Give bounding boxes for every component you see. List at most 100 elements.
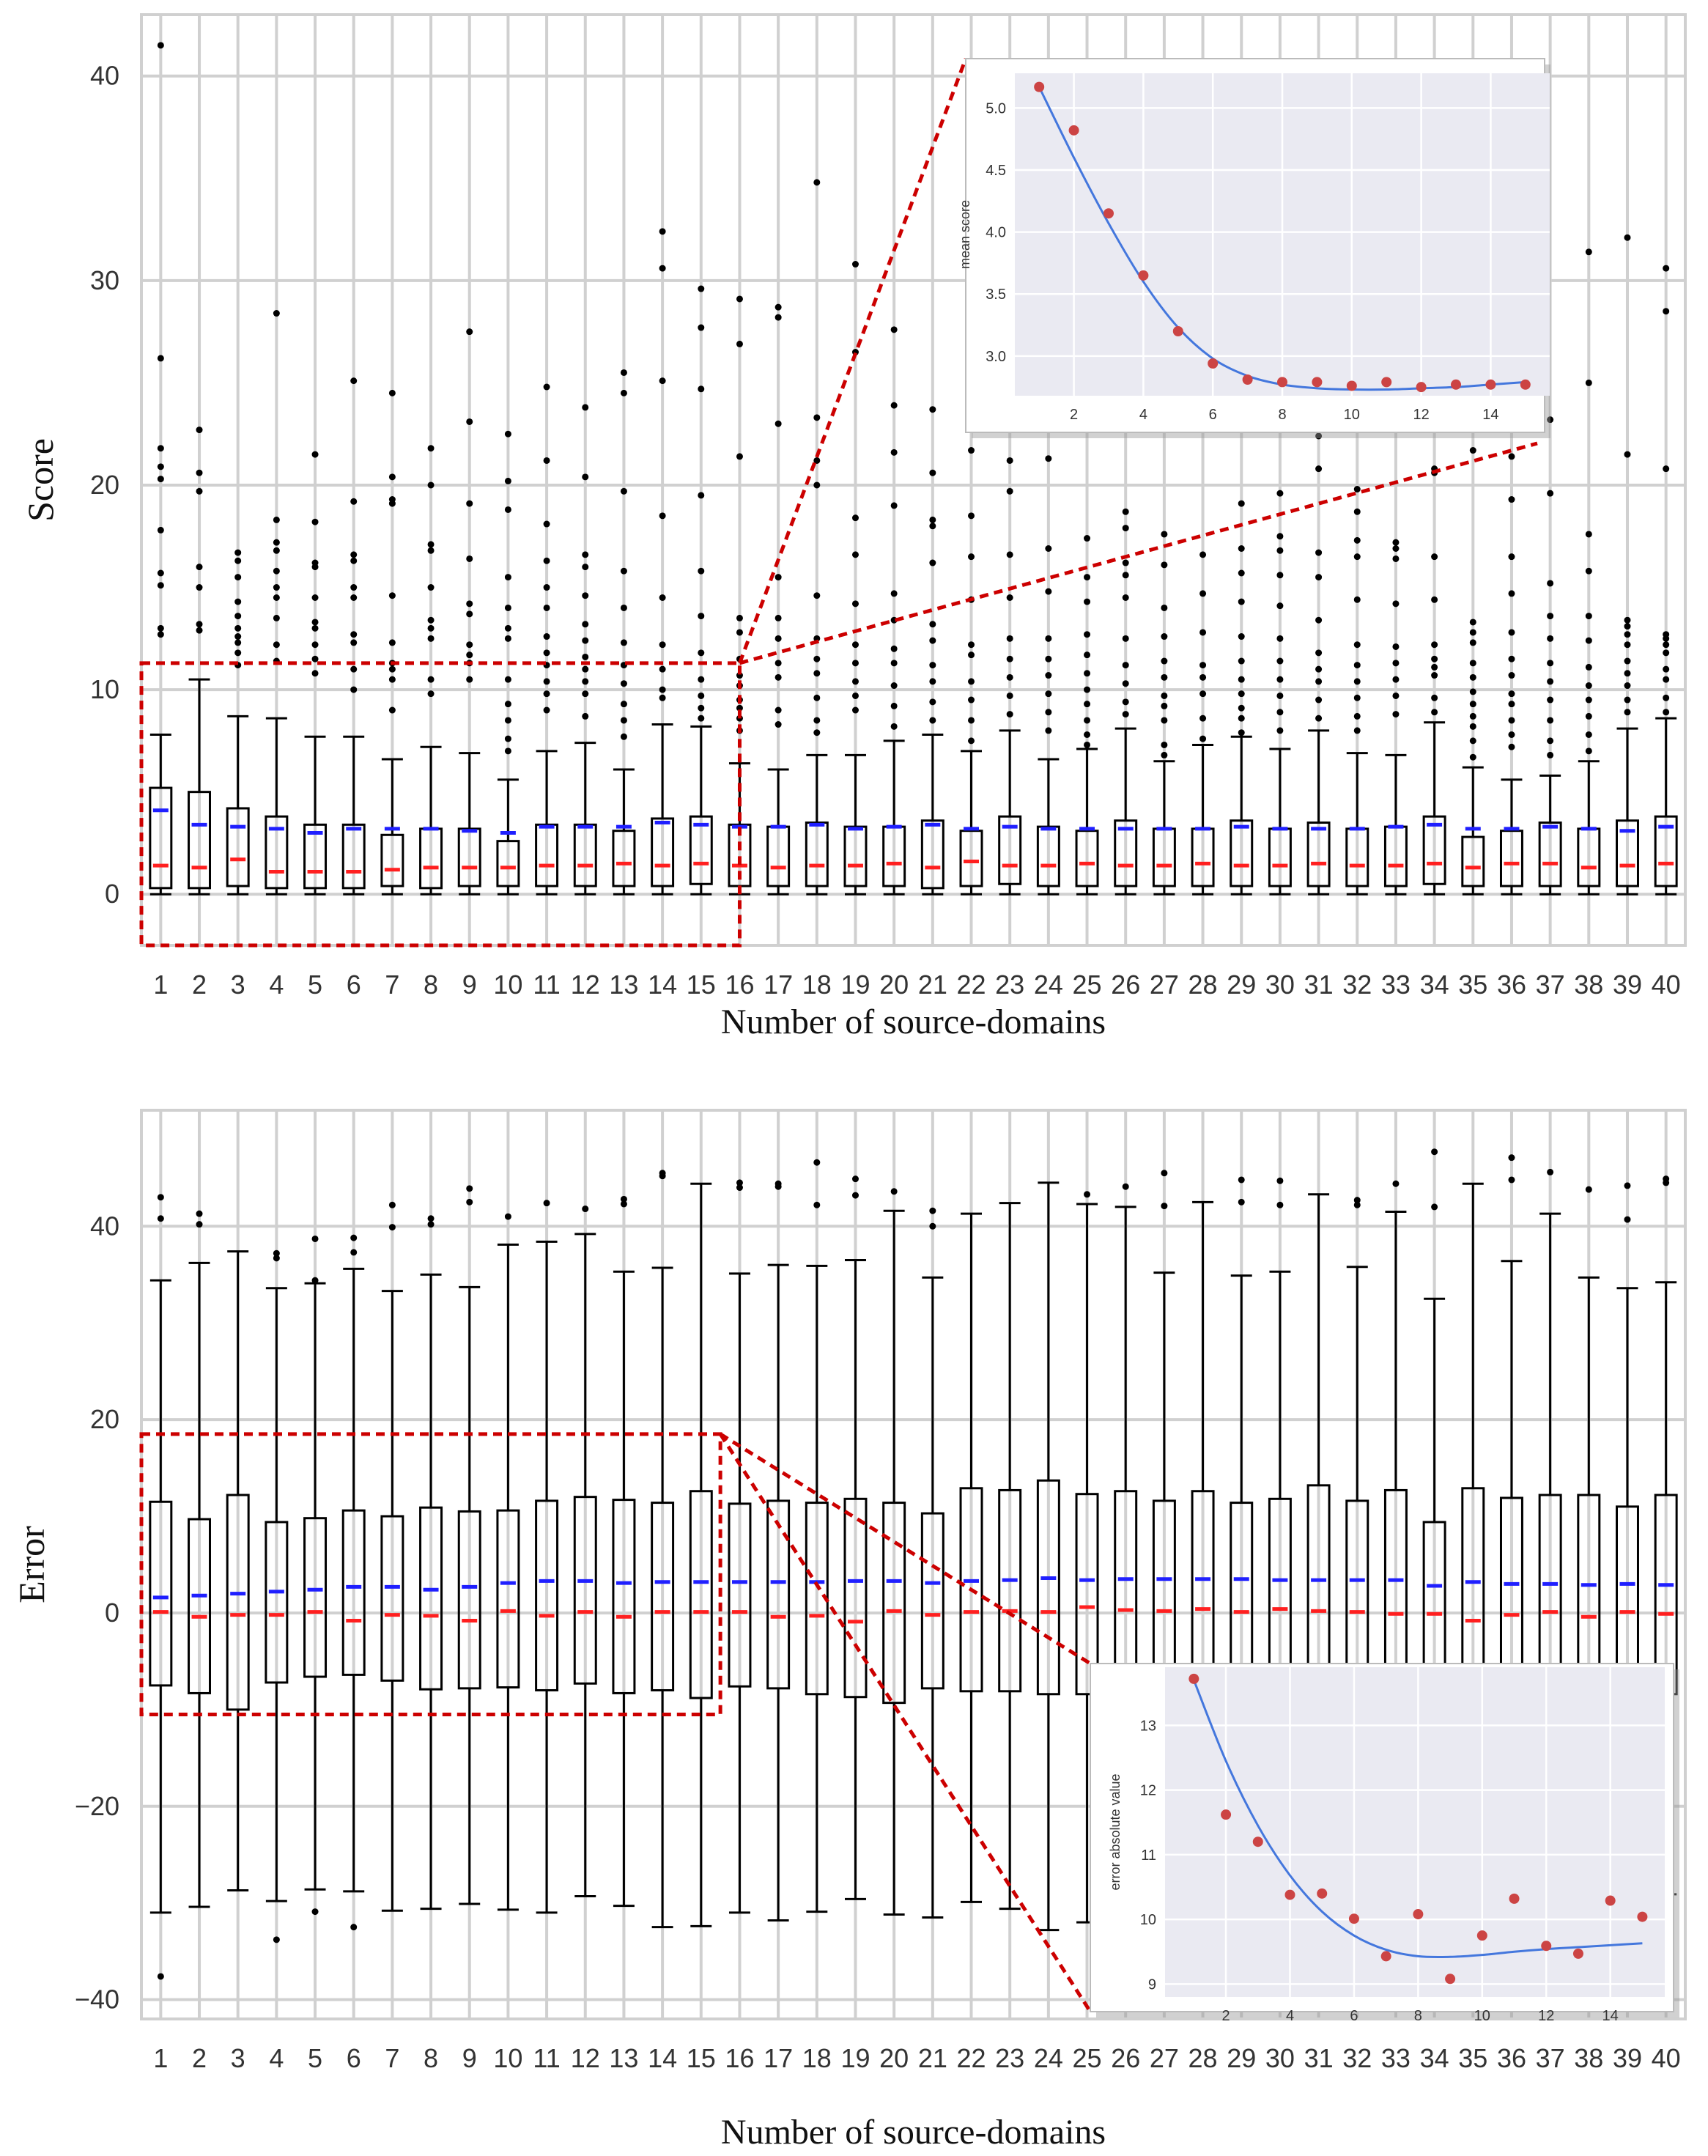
outlier-point: [157, 355, 164, 362]
outlier-point: [1353, 712, 1361, 720]
outlier-point: [929, 523, 936, 530]
box-13: [612, 369, 636, 896]
box-20: [882, 326, 906, 896]
inset-y-axis-label: error absolute value: [1108, 1773, 1123, 1890]
x-tick-label: 4: [269, 970, 284, 1000]
outlier-point: [851, 692, 859, 699]
iqr-box: [265, 815, 289, 890]
outlier-point: [698, 285, 705, 292]
x-tick-label: 14: [648, 2043, 677, 2073]
box-11: [535, 1200, 559, 1914]
outlier-point: [890, 1188, 898, 1195]
outlier-point: [1392, 660, 1400, 667]
x-tick-label: 12: [571, 970, 600, 1000]
outlier-point: [813, 414, 821, 421]
outlier-point: [388, 592, 396, 599]
outlier-point: [157, 42, 164, 49]
zoom-region-box: [139, 661, 742, 948]
x-tick-label: 22: [956, 2043, 986, 2073]
outlier-point: [1045, 588, 1052, 595]
outlier-point: [1663, 641, 1670, 649]
x-tick-label: 24: [1034, 2043, 1063, 2073]
outlier-point: [1084, 651, 1091, 659]
outlier-point: [543, 633, 550, 640]
outlier-point: [466, 610, 473, 618]
outlier-point: [350, 686, 358, 693]
outlier-point: [582, 592, 589, 599]
outlier-point: [1663, 649, 1670, 657]
box-1: [149, 42, 173, 896]
outlier-point: [1547, 660, 1554, 667]
iqr-box: [1499, 830, 1523, 887]
outlier-point: [466, 555, 473, 562]
box-37: [1538, 416, 1562, 896]
outlier-point: [929, 698, 936, 706]
outlier-point: [157, 1973, 164, 1980]
inset-data-point: [1541, 1941, 1552, 1952]
box-17: [766, 303, 791, 896]
x-tick-label: 16: [725, 2043, 754, 2073]
outlier-point: [1663, 465, 1670, 473]
outlier-point: [466, 1185, 473, 1192]
inset-fit-line: [1192, 1680, 1643, 1959]
outlier-point: [582, 1206, 589, 1213]
outlier-point: [1353, 508, 1361, 515]
outlier-point: [1006, 711, 1013, 718]
inset-data-point: [1252, 1836, 1263, 1847]
outlier-point: [1624, 709, 1631, 716]
inset-y-tick-label: 12: [1140, 1783, 1156, 1799]
outlier-point: [620, 639, 627, 646]
outlier-point: [1161, 702, 1168, 709]
outlier-point: [1045, 690, 1052, 698]
x-tick-label: 39: [1613, 2043, 1642, 2073]
outlier-point: [1585, 663, 1592, 671]
inset-x-tick-label: 14: [1482, 407, 1498, 423]
y-tick-label: 30: [90, 265, 119, 295]
outlier-point: [620, 1195, 627, 1203]
iqr-box: [1461, 835, 1485, 887]
outlier-point: [659, 665, 666, 673]
outlier-point: [1006, 655, 1013, 662]
outlier-point: [968, 651, 975, 659]
outlier-point: [234, 639, 242, 646]
outlier-point: [1508, 1154, 1515, 1162]
outlier-point: [350, 594, 358, 601]
outlier-point: [1276, 635, 1284, 642]
outlier-point: [196, 627, 203, 634]
outlier-point: [582, 690, 589, 698]
outlier-point: [1161, 673, 1168, 681]
outlier-point: [1508, 701, 1515, 708]
iqr-box: [1114, 819, 1138, 887]
box-8: [419, 1215, 443, 1911]
outlier-point: [968, 737, 975, 745]
outlier-point: [774, 314, 782, 321]
outlier-point: [659, 594, 666, 601]
outlier-point: [1508, 553, 1515, 561]
box-23: [998, 1202, 1022, 1911]
outlier-point: [1353, 694, 1361, 701]
iqr-box: [959, 830, 983, 887]
inset-x-tick-label: 4: [1139, 407, 1147, 423]
iqr-box: [573, 823, 597, 887]
outlier-point: [311, 641, 319, 649]
outlier-point: [1585, 637, 1592, 644]
y-tick-label: 10: [90, 674, 119, 704]
outlier-point: [659, 512, 666, 520]
x-tick-label: 38: [1574, 2043, 1603, 2073]
outlier-point: [543, 584, 550, 591]
outlier-point: [196, 584, 203, 591]
outlier-point: [466, 418, 473, 425]
outlier-point: [774, 706, 782, 714]
outlier-point: [1199, 590, 1207, 597]
x-tick-label: 34: [1420, 970, 1449, 1000]
x-tick-label: 22: [956, 970, 986, 1000]
outlier-point: [890, 645, 898, 652]
x-tick-label: 40: [1652, 970, 1681, 1000]
outlier-point: [1624, 641, 1631, 649]
outlier-point: [1585, 531, 1592, 538]
x-tick-label: 26: [1111, 970, 1140, 1000]
outlier-point: [504, 676, 511, 683]
outlier-point: [1084, 731, 1091, 739]
outlier-point: [1238, 500, 1245, 507]
iqr-box: [188, 791, 211, 890]
